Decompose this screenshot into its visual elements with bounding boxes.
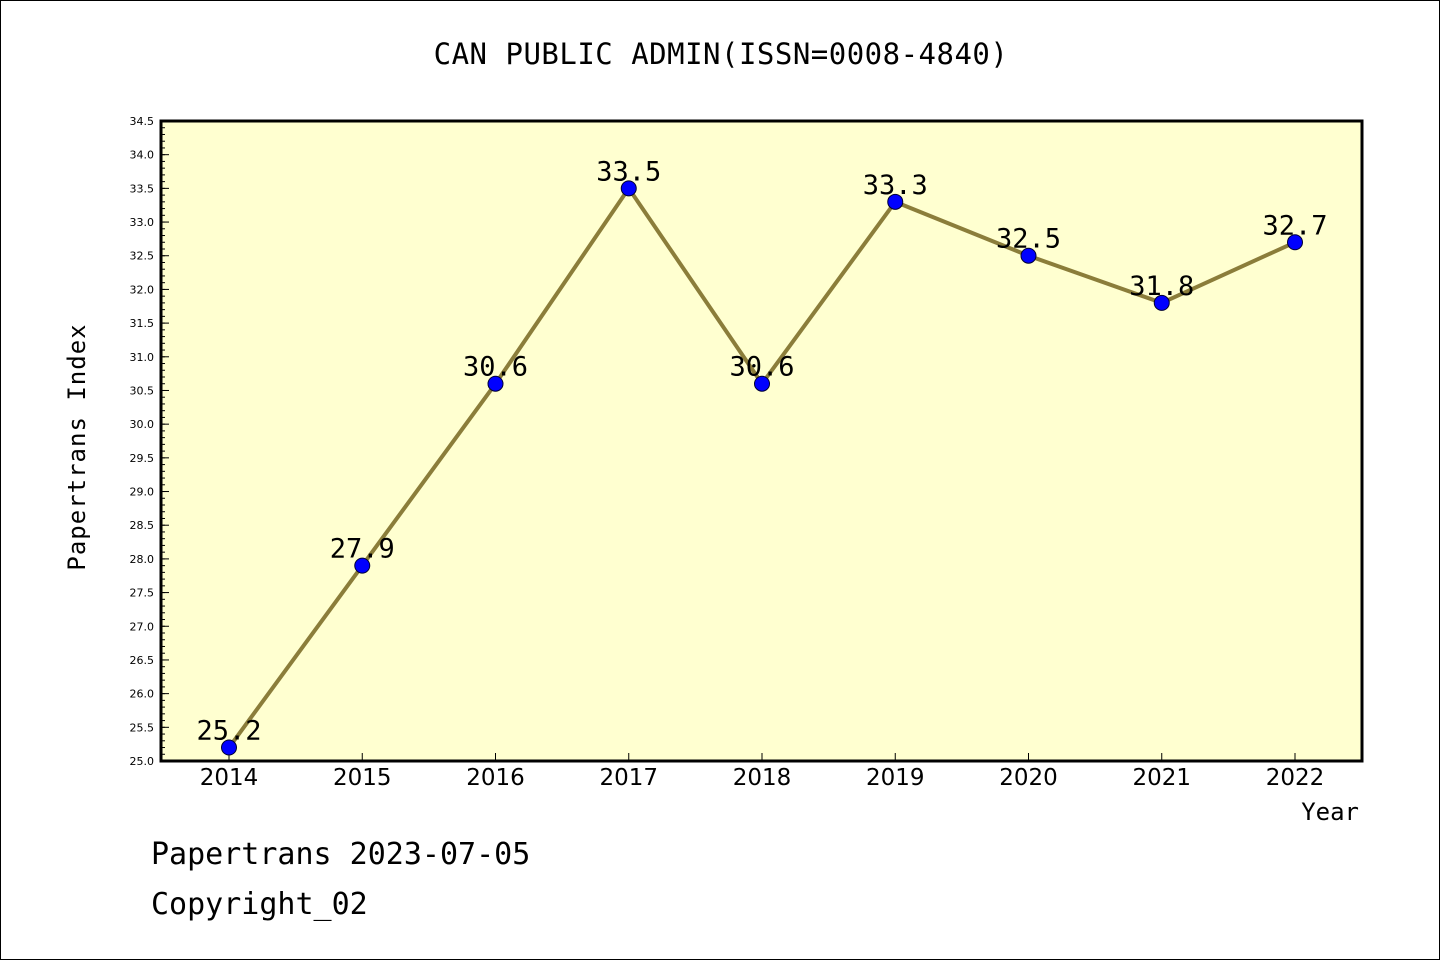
y-tick-label: 34.5 [130,115,155,128]
y-tick-label: 27.5 [130,587,155,600]
y-tick-label: 29.0 [130,486,155,499]
data-point [1153,294,1170,311]
plot-area [161,121,1362,761]
data-point [754,375,770,392]
data-label: 30.6 [729,352,794,383]
data-label: 25.2 [196,716,261,747]
x-axis-label: Year [1301,798,1359,826]
y-tick-label: 33.0 [130,216,155,229]
data-label: 30.6 [463,352,528,383]
data-label: 31.8 [1129,271,1194,302]
y-tick-label: 26.0 [130,688,155,701]
y-tick-label: 31.5 [130,317,155,330]
data-point [487,375,504,392]
y-tick-label: 28.5 [130,519,155,532]
y-tick-label: 25.5 [130,721,155,734]
data-point [1020,247,1037,264]
y-tick-label: 26.5 [130,654,155,667]
x-tick-label: 2020 [999,765,1058,791]
data-point [887,193,904,210]
chart-title: CAN PUBLIC ADMIN(ISSN=0008-4840) [433,37,1009,71]
footer-copyright: Copyright_02 [151,887,368,922]
x-tick-label: 2014 [200,765,259,791]
data-label: 33.3 [863,170,928,201]
data-point [221,739,237,756]
x-tick-label: 2015 [333,765,392,791]
x-tick-label: 2021 [1132,765,1191,791]
footer-date: Papertrans 2023-07-05 [151,837,531,872]
y-tick-label: 29.5 [130,452,155,465]
y-tick-label: 28.0 [130,553,155,566]
data-label: 27.9 [330,534,395,565]
x-tick-label: 2018 [733,765,792,791]
plot-frame [159,119,1364,763]
y-tick-label: 30.0 [130,418,155,431]
y-tick-label: 33.5 [130,182,155,195]
y-tick-label: 27.0 [130,620,155,633]
data-point [1287,234,1303,251]
y-tick-label: 32.5 [130,250,155,263]
data-label: 32.5 [996,224,1061,255]
data-point [354,557,371,574]
x-tick-label: 2022 [1266,765,1325,791]
x-tick-label: 2019 [866,765,925,791]
y-tick-label: 34.0 [130,149,155,162]
data-label: 32.7 [1262,210,1327,241]
y-tick-label: 25.0 [130,755,155,768]
y-tick-label: 30.5 [130,384,155,397]
y-tick-label: 32.0 [130,283,155,296]
data-label: 33.5 [596,156,661,187]
y-tick-label: 31.0 [130,351,155,364]
x-tick-label: 2017 [599,765,658,791]
data-point [620,180,637,197]
x-tick-label: 2016 [466,765,525,791]
